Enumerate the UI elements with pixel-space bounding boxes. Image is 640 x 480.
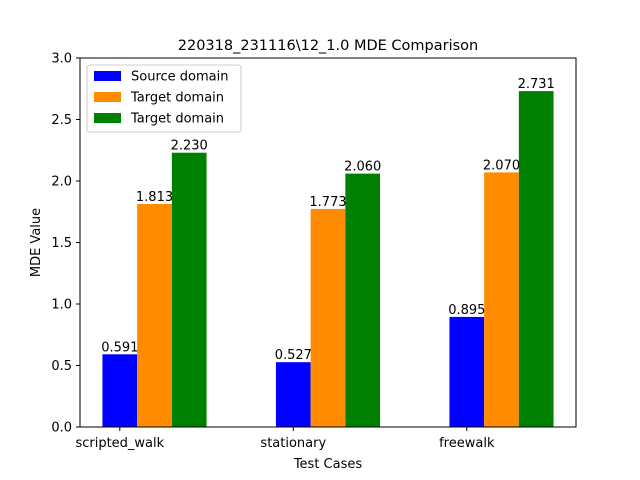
bar-series1-stationary: [275, 362, 311, 427]
x-tick-label: scripted_walk: [75, 436, 164, 451]
legend-swatch-series2: [94, 92, 121, 102]
x-tick-label: freewalk: [439, 436, 495, 451]
bar-value-label: 0.895: [448, 303, 485, 318]
x-tick-label: stationary: [260, 436, 326, 451]
bar-value-label: 2.731: [518, 77, 555, 92]
y-tick-label: 1.5: [51, 236, 72, 251]
y-tick-label: 0.5: [51, 359, 72, 374]
legend-box: [86, 64, 242, 133]
chart-title: 220318_231116\12_1.0 MDE Comparison: [178, 38, 478, 54]
y-tick-label: 2.5: [51, 113, 72, 128]
legend-label-series3: Target domain: [130, 112, 224, 127]
bar-value-label: 2.230: [171, 139, 208, 154]
legend-label-series1: Source domain: [131, 70, 228, 85]
bar-labels-layer: 0.591 0.527 0.895 1.813 1.773 2.070 2.230 2.060…: [101, 77, 555, 363]
y-axis-label: MDE Value: [29, 208, 44, 277]
bar-series3-scripted_walk: [171, 152, 207, 427]
bar-value-label: 0.591: [101, 340, 138, 355]
bar-value-label: 1.773: [309, 195, 346, 210]
x-axis-label: Test Cases: [293, 457, 363, 472]
bars-layer: [102, 91, 554, 427]
bar-series3-freewalk: [518, 91, 554, 427]
y-tick-label: 1.0: [51, 298, 72, 313]
legend-entries: Source domain Target domain Target domain: [94, 70, 228, 127]
y-axis: 0.0 0.5 1.0 1.5 2.0 2.5 3.0: [51, 52, 80, 436]
legend-swatch-series3: [94, 113, 121, 123]
bar-series2-freewalk: [484, 172, 519, 427]
y-tick-label: 3.0: [51, 52, 72, 67]
y-tick-label: 0.0: [51, 421, 72, 436]
bar-series1-scripted_walk: [102, 354, 138, 427]
bar-value-label: 0.527: [275, 348, 312, 363]
bar-series2-stationary: [310, 208, 346, 427]
bar-value-label: 2.070: [483, 158, 520, 173]
legend: Source domain Target domain Target domain: [86, 64, 242, 133]
bar-series1-freewalk: [449, 316, 485, 427]
bar-series3-stationary: [345, 173, 381, 427]
x-axis: scripted_walk stationary freewalk: [75, 427, 495, 451]
bar-series2-scripted_walk: [137, 204, 172, 427]
bar-value-label: 1.813: [136, 190, 173, 205]
legend-swatch-series1: [94, 71, 121, 81]
bar-value-label: 2.060: [344, 160, 381, 175]
y-tick-label: 2.0: [51, 175, 72, 190]
legend-label-series2: Target domain: [130, 91, 224, 106]
